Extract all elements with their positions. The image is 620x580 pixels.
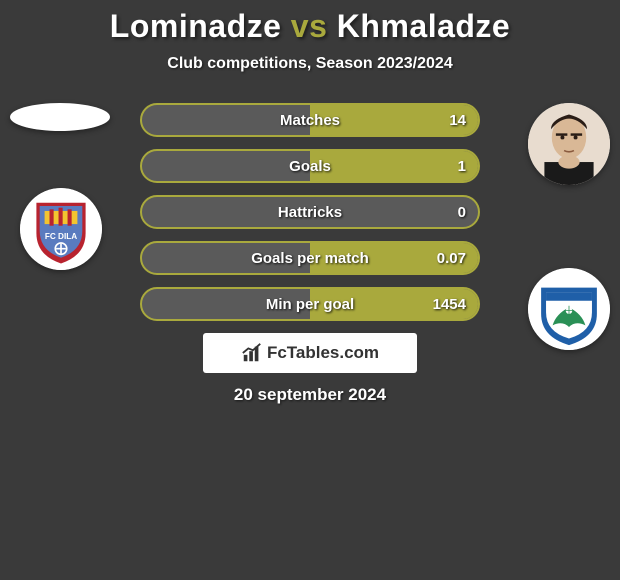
player2-name: Khmaladze [337,8,510,44]
stat-fill-right [310,151,478,181]
stat-label: Matches [280,112,340,129]
svg-text:FC DILA: FC DILA [45,232,77,241]
stats-area: FC DILA Matches 14 Goals 1 Hattricks 0 Goals p… [0,103,620,321]
page-title: Lominadze vs Khmaladze [0,8,620,45]
stat-row: Min per goal 1454 [140,287,480,321]
vs-text: vs [291,8,328,44]
brand-text: FcTables.com [267,343,379,363]
subtitle: Club competitions, Season 2023/2024 [0,55,620,73]
player2-club-badge [528,268,610,350]
player2-avatar [528,103,610,185]
stat-value-right: 14 [449,112,466,129]
stat-label: Hattricks [278,204,342,221]
footer-date: 20 september 2024 [0,385,620,405]
stat-value-right: 0.07 [437,250,466,267]
stat-row: Goals 1 [140,149,480,183]
comparison-container: Lominadze vs Khmaladze Club competitions… [0,0,620,405]
brand-box[interactable]: FcTables.com [203,333,417,373]
stat-value-right: 1 [458,158,466,175]
stat-label: Goals [289,158,331,175]
chart-icon [241,342,263,364]
stat-value-right: 0 [458,204,466,221]
stat-row: Matches 14 [140,103,480,137]
stat-row: Hattricks 0 [140,195,480,229]
stat-row: Goals per match 0.07 [140,241,480,275]
stat-value-right: 1454 [433,296,466,313]
stats-list: Matches 14 Goals 1 Hattricks 0 Goals per match… [140,103,480,321]
player1-avatar [10,103,110,131]
player1-name: Lominadze [110,8,282,44]
stat-label: Goals per match [251,250,369,267]
player1-club-badge: FC DILA [20,188,102,270]
stat-label: Min per goal [266,296,354,313]
